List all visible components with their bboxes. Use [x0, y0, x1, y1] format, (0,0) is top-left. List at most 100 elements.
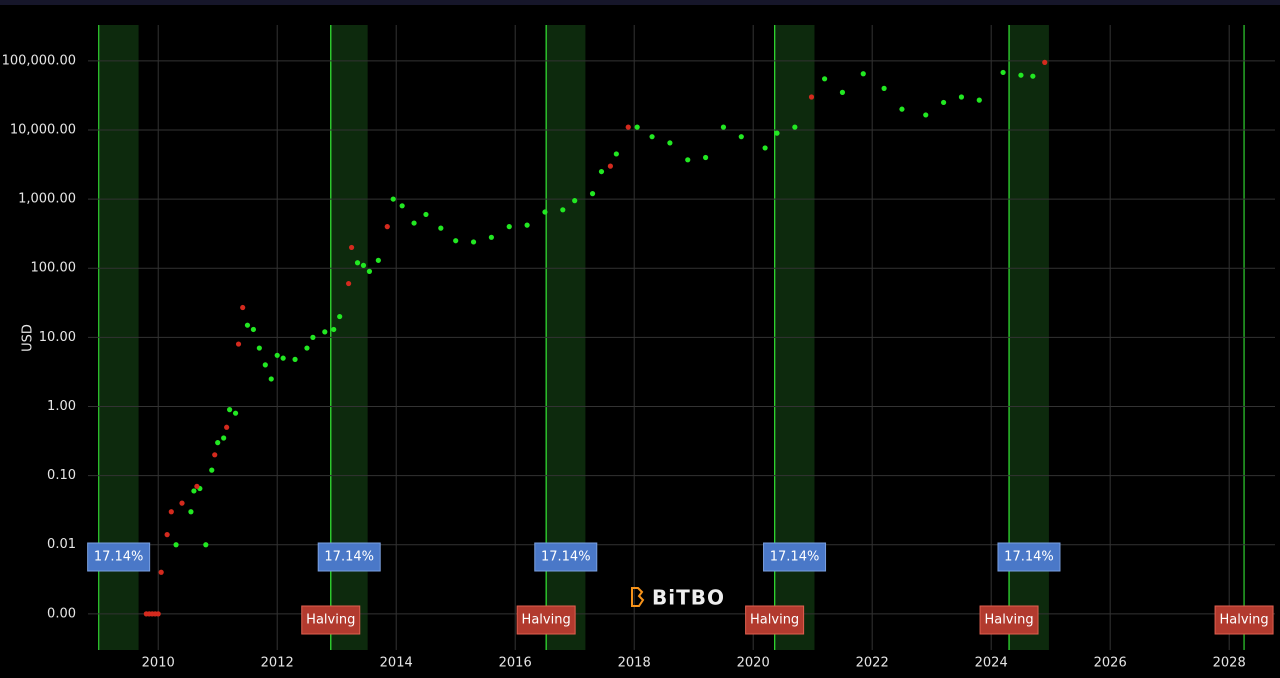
price-dot — [702, 154, 709, 161]
price-dot — [244, 322, 251, 328]
cycle-box — [87, 542, 151, 572]
price-dot — [940, 99, 947, 106]
x-tick-label: 2020 — [737, 656, 770, 671]
price-dot — [215, 440, 221, 446]
price-dot — [322, 329, 328, 335]
price-dot — [685, 157, 691, 163]
price-dot — [411, 220, 417, 226]
price-dot — [1018, 72, 1024, 78]
price-dot — [572, 198, 578, 204]
watermark-text: BiTBO — [652, 586, 725, 610]
grid: 0.00 0.01 0.10 1.00 10.00 100.00 1,000.00 10,00… — [2, 25, 1275, 671]
top-bar — [0, 0, 1280, 5]
price-dot — [337, 313, 343, 320]
price-dot — [203, 542, 209, 548]
x-tick-label: 2028 — [1213, 656, 1246, 671]
y-tick-label: 1,000.00 — [18, 192, 76, 207]
price-dot — [235, 341, 242, 347]
price-dot — [762, 145, 768, 151]
x-tick-label: 2012 — [261, 656, 294, 671]
price-dot — [1030, 73, 1036, 79]
price-dot — [738, 134, 744, 140]
price-dot — [524, 222, 530, 228]
price-dot — [774, 130, 780, 136]
halving-box — [979, 605, 1039, 635]
price-dot — [179, 500, 185, 506]
price-dot — [173, 542, 179, 548]
price-dot — [191, 488, 197, 494]
price-dot — [155, 611, 161, 617]
halving-box — [1214, 605, 1274, 635]
price-dot — [164, 532, 170, 538]
price-dot — [292, 356, 298, 362]
price-dot — [598, 168, 605, 175]
price-dot — [346, 280, 352, 287]
y-tick-label: 10,000.00 — [10, 122, 76, 137]
price-dot — [232, 410, 239, 416]
price-dot — [881, 85, 887, 91]
price-dot — [607, 163, 613, 169]
price-dot — [250, 326, 257, 333]
price-dot — [453, 238, 459, 244]
labels: Halving Halving Halving Halving Halving 17.14… — [87, 542, 1274, 635]
price-dot — [168, 509, 174, 515]
price-dot — [423, 211, 429, 218]
halving-label: Halving — [750, 613, 799, 628]
cycle-box — [763, 542, 827, 572]
price-dot — [625, 124, 631, 130]
halving-box — [516, 605, 576, 635]
cycle-box — [317, 542, 381, 572]
y-tick-label: 0.10 — [47, 468, 76, 483]
price-dot — [560, 207, 566, 213]
price-dot — [194, 483, 200, 489]
price-dot — [613, 151, 619, 157]
price-dot — [1000, 69, 1006, 76]
price-dot — [304, 345, 310, 351]
x-tick-label: 2024 — [975, 656, 1008, 671]
price-dot — [209, 467, 215, 473]
price-dot — [860, 71, 866, 77]
price-dot — [331, 326, 337, 333]
price-dot — [821, 76, 828, 82]
dots — [143, 59, 1048, 617]
price-dot — [667, 140, 673, 146]
halving-box — [745, 605, 805, 635]
halving-label: Halving — [306, 613, 355, 628]
price-dot — [542, 209, 548, 215]
halving-label: Halving — [522, 613, 571, 628]
price-dot — [280, 355, 286, 361]
price-dot — [923, 112, 929, 118]
price-dot — [348, 244, 355, 251]
price-dot — [366, 268, 373, 274]
cycle-label: 17.14% — [770, 550, 820, 565]
y-tick-label: 100,000.00 — [2, 53, 76, 68]
y-tick-label: 100.00 — [31, 261, 77, 276]
price-dot — [839, 89, 846, 95]
x-tick-label: 2016 — [499, 656, 532, 671]
y-tick-label: 1.00 — [47, 399, 76, 414]
price-dot — [354, 260, 361, 266]
x-tick-label: 2022 — [856, 656, 889, 671]
x-tick-label: 2014 — [380, 656, 413, 671]
price-dot — [649, 134, 655, 140]
price-dot — [589, 191, 596, 197]
price-dot — [188, 509, 194, 515]
price-dot — [262, 362, 268, 368]
cycle-box — [997, 542, 1061, 572]
cycle-box — [534, 542, 598, 572]
price-dot — [899, 106, 905, 112]
price-dot — [310, 334, 316, 340]
halving-box — [301, 605, 361, 635]
price-dot — [399, 203, 405, 209]
price-dot — [470, 239, 477, 245]
price-dot — [158, 569, 164, 575]
price-dot — [488, 234, 495, 240]
halving-label: Halving — [984, 613, 1033, 628]
price-dot — [268, 376, 274, 382]
price-dot — [390, 196, 396, 202]
price-dot — [274, 352, 280, 358]
watermark-logo — [631, 587, 645, 607]
watermark: BiTBO — [631, 586, 725, 610]
price-dot — [360, 262, 367, 268]
